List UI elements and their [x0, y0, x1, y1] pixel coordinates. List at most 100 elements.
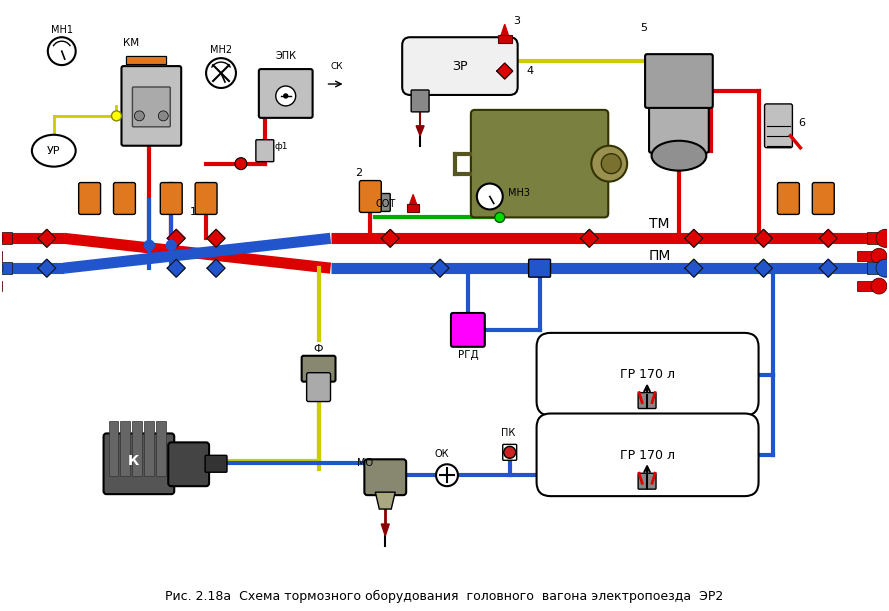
FancyBboxPatch shape [503, 444, 517, 460]
Circle shape [495, 213, 505, 222]
Circle shape [504, 447, 516, 458]
FancyBboxPatch shape [122, 66, 181, 146]
Bar [132, 422, 142, 476]
Text: К: К [128, 455, 139, 468]
FancyBboxPatch shape [537, 333, 758, 415]
Bar [144, 422, 155, 476]
Circle shape [235, 158, 247, 170]
Text: ф1: ф1 [275, 142, 288, 151]
Text: 1: 1 [189, 207, 196, 218]
Bar [867, 232, 885, 244]
Text: МН3: МН3 [508, 189, 530, 199]
Text: СК: СК [331, 62, 343, 71]
Text: ЭПК: ЭПК [276, 51, 296, 61]
Text: ГР 170 л: ГР 170 л [620, 449, 675, 462]
Circle shape [871, 248, 887, 264]
FancyBboxPatch shape [103, 433, 174, 494]
FancyBboxPatch shape [813, 183, 834, 214]
Circle shape [0, 229, 3, 247]
Polygon shape [820, 259, 837, 277]
Circle shape [876, 259, 889, 277]
Circle shape [477, 183, 503, 210]
FancyBboxPatch shape [451, 313, 485, 347]
Text: УР: УР [47, 145, 60, 156]
Bar [498, 35, 512, 43]
FancyBboxPatch shape [765, 104, 792, 148]
Polygon shape [167, 259, 185, 277]
Bar [0, 232, 12, 244]
Circle shape [144, 240, 155, 251]
FancyBboxPatch shape [638, 474, 656, 489]
Polygon shape [38, 229, 56, 247]
Text: 4: 4 [526, 66, 533, 76]
Circle shape [276, 86, 296, 106]
Circle shape [48, 37, 76, 65]
FancyBboxPatch shape [778, 183, 799, 214]
FancyBboxPatch shape [301, 356, 335, 382]
Circle shape [284, 94, 288, 98]
Polygon shape [685, 259, 703, 277]
Text: ЗР: ЗР [453, 60, 468, 73]
FancyBboxPatch shape [78, 183, 100, 214]
Circle shape [871, 278, 887, 294]
Text: МН2: МН2 [210, 45, 232, 55]
FancyBboxPatch shape [168, 442, 209, 486]
Text: 3: 3 [513, 16, 520, 26]
Circle shape [876, 229, 889, 247]
Polygon shape [857, 251, 879, 261]
Text: Ф: Ф [314, 344, 324, 354]
Polygon shape [857, 281, 879, 291]
Polygon shape [0, 281, 2, 291]
Bar [156, 422, 166, 476]
Circle shape [111, 111, 122, 121]
FancyBboxPatch shape [374, 194, 390, 211]
Polygon shape [820, 229, 837, 247]
FancyBboxPatch shape [256, 140, 274, 162]
Bar [867, 262, 885, 274]
Polygon shape [755, 259, 773, 277]
Polygon shape [381, 524, 389, 536]
Circle shape [601, 154, 621, 174]
Polygon shape [381, 229, 399, 247]
Text: ГР 170 л: ГР 170 л [620, 368, 675, 381]
Polygon shape [207, 229, 225, 247]
Bar [108, 422, 118, 476]
Text: МН1: МН1 [51, 25, 73, 35]
Polygon shape [408, 194, 418, 208]
FancyBboxPatch shape [537, 414, 758, 496]
FancyBboxPatch shape [649, 99, 709, 153]
Polygon shape [885, 229, 889, 247]
FancyBboxPatch shape [359, 181, 381, 213]
Text: ТМ: ТМ [649, 218, 669, 232]
Circle shape [158, 111, 168, 121]
Circle shape [0, 259, 3, 277]
FancyBboxPatch shape [205, 455, 227, 472]
FancyBboxPatch shape [259, 69, 313, 118]
Polygon shape [500, 24, 509, 39]
Text: РГД: РГД [458, 349, 478, 360]
FancyBboxPatch shape [196, 183, 217, 214]
FancyBboxPatch shape [402, 37, 517, 95]
Polygon shape [375, 492, 396, 509]
Text: ОК: ОК [435, 449, 449, 459]
Circle shape [436, 464, 458, 486]
FancyBboxPatch shape [160, 183, 182, 214]
Polygon shape [685, 229, 703, 247]
Polygon shape [885, 259, 889, 277]
Ellipse shape [652, 141, 706, 170]
Polygon shape [167, 229, 185, 247]
Polygon shape [416, 126, 424, 136]
Polygon shape [755, 229, 773, 247]
Circle shape [134, 111, 144, 121]
Text: СОТ: СОТ [375, 199, 396, 210]
Text: 6: 6 [798, 118, 805, 128]
FancyBboxPatch shape [132, 87, 171, 127]
Ellipse shape [32, 135, 76, 167]
Polygon shape [207, 259, 225, 277]
Circle shape [166, 240, 176, 251]
FancyBboxPatch shape [364, 459, 406, 495]
FancyBboxPatch shape [307, 373, 331, 401]
Circle shape [591, 146, 627, 181]
Polygon shape [126, 56, 166, 64]
Bar [0, 262, 12, 274]
